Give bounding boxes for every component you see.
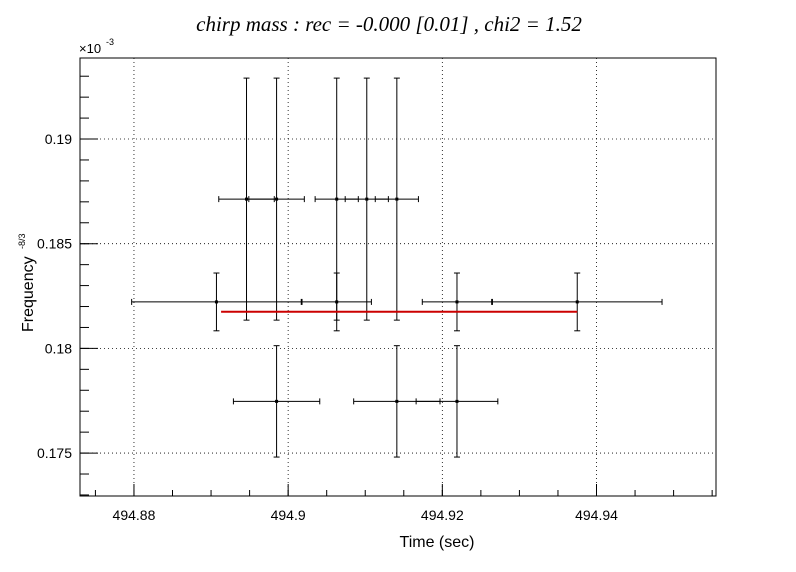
grid-lines: [80, 58, 716, 496]
point-marker: [395, 197, 399, 201]
y-tick-label: 0.18: [45, 340, 72, 356]
data-point: [374, 77, 419, 321]
x-tick-label: 494.92: [421, 507, 464, 523]
data-point: [248, 77, 305, 321]
data-point: [232, 345, 321, 458]
y-axis-label-base: Frequency: [20, 256, 37, 332]
x-axis-label: Time (sec): [400, 534, 475, 551]
point-marker: [335, 197, 339, 201]
y-tick-label: 0.175: [37, 445, 72, 461]
data-point: [491, 272, 663, 332]
y-axis: 0.175 0.18 0.185 0.19: [37, 75, 98, 496]
data-point: [421, 272, 493, 332]
data-point: [131, 272, 302, 332]
y-axis-label-exponent: -8/3: [17, 233, 27, 249]
chart-title: chirp mass : rec = -0.000 [0.01] , chi2 …: [196, 12, 582, 36]
point-marker: [275, 197, 279, 201]
data-point: [301, 272, 372, 332]
y-exponent-value: -3: [106, 37, 114, 47]
point-marker: [245, 197, 249, 201]
y-exponent-prefix: ×10: [79, 41, 101, 56]
x-tick-label: 494.9: [271, 507, 306, 523]
y-axis-label: Frequency -8/3: [17, 233, 37, 332]
y-exponent-label: ×10 -3: [79, 37, 114, 56]
point-marker: [395, 399, 399, 403]
x-axis: 494.88 494.9 494.92 494.94: [94, 484, 713, 523]
x-tick-label: 494.94: [575, 507, 618, 523]
y-tick-label: 0.185: [37, 236, 72, 252]
point-marker: [455, 399, 459, 403]
point-marker: [214, 300, 218, 304]
y-tick-label: 0.19: [45, 131, 72, 147]
x-tick-label: 494.88: [113, 507, 156, 523]
point-marker: [365, 197, 369, 201]
point-marker: [575, 300, 579, 304]
point-marker: [275, 399, 279, 403]
point-marker: [335, 300, 339, 304]
plot-frame: [79, 57, 717, 497]
data-points: [131, 77, 663, 458]
point-marker: [455, 300, 459, 304]
data-point: [415, 345, 499, 458]
